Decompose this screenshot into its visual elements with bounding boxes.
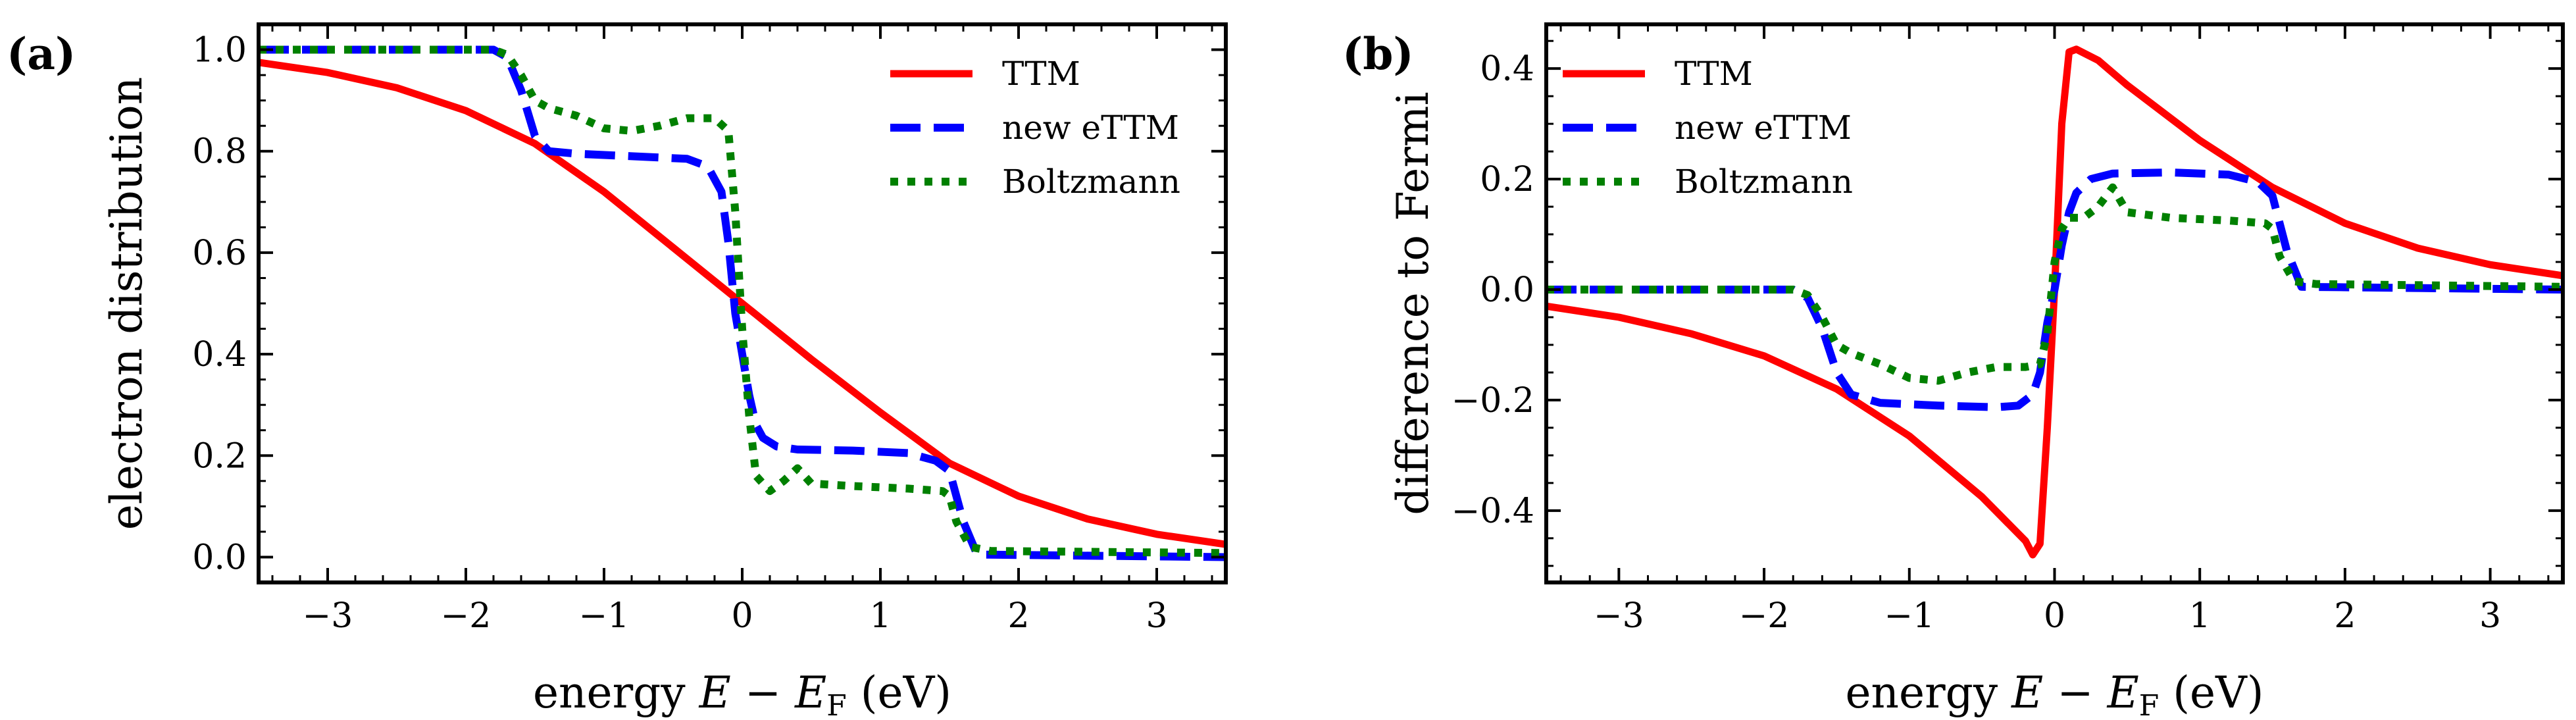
x-tick-label: 3 <box>2479 596 2501 636</box>
series-line-new-ettm <box>259 45 1226 561</box>
series-line-boltzmann <box>259 45 1226 557</box>
series-line-new-ettm <box>1546 168 2563 411</box>
y-tick-label: 0.2 <box>192 436 247 476</box>
y-tick-label: −0.2 <box>1452 381 1534 421</box>
x-tick-label: 1 <box>869 596 891 636</box>
legend-label: Boltzmann <box>1002 163 1180 201</box>
chart-panel-b: −3 −2 −1 0 1 2 3 −0.4 −0.2 0.0 0.2 0.4 (b) difference… <box>1342 22 2565 720</box>
panel-label: (b) <box>1342 28 1414 80</box>
x-tick-label: 2 <box>1007 596 1029 636</box>
x-tick-label: −2 <box>1739 596 1790 636</box>
y-tick-label: 0.8 <box>192 132 247 172</box>
x-axis-label: energy E − EF (eV) <box>533 667 951 720</box>
y-tick-label: 0.2 <box>1480 160 1534 199</box>
y-axis-label: difference to Fermi <box>1388 91 1438 515</box>
panel-label: (a) <box>7 28 76 80</box>
series-line-boltzmann <box>1546 183 2563 385</box>
x-tick-label: 2 <box>2334 596 2356 636</box>
y-axis-label: electron distribution <box>101 77 152 530</box>
x-tick-label: −1 <box>579 596 630 636</box>
legend-label: Boltzmann <box>1675 163 1853 201</box>
x-tick-label: 0 <box>731 596 753 636</box>
x-tick-label: −3 <box>1594 596 1644 636</box>
legend-label: new eTTM <box>1675 109 1852 147</box>
x-tick-label: −2 <box>441 596 492 636</box>
legend-label: new eTTM <box>1002 109 1179 147</box>
x-tick-label: −1 <box>1884 596 1934 636</box>
y-tick-label: 1.0 <box>192 31 247 70</box>
legend-label: TTM <box>1002 55 1080 93</box>
x-tick-label: −3 <box>303 596 353 636</box>
x-tick-label: 3 <box>1146 596 1167 636</box>
x-tick-label: 0 <box>2044 596 2065 636</box>
y-tick-label: 0.4 <box>1480 49 1534 89</box>
y-tick-label: −0.4 <box>1452 492 1534 531</box>
legend-label: TTM <box>1675 55 1753 93</box>
x-axis-label: energy E − EF (eV) <box>1845 667 2263 720</box>
series-line-ttm <box>259 59 1226 548</box>
y-tick-label: 0.0 <box>1480 270 1534 310</box>
x-tick-label: 1 <box>2189 596 2211 636</box>
y-tick-label: 0.0 <box>192 538 247 577</box>
y-tick-label: 0.4 <box>192 335 247 374</box>
chart-panel-a: −3 −2 −1 0 1 2 3 0.0 0.2 0.4 0.6 0.8 1.0 (a) electron … <box>7 22 1228 720</box>
y-tick-label: 0.6 <box>192 234 247 273</box>
